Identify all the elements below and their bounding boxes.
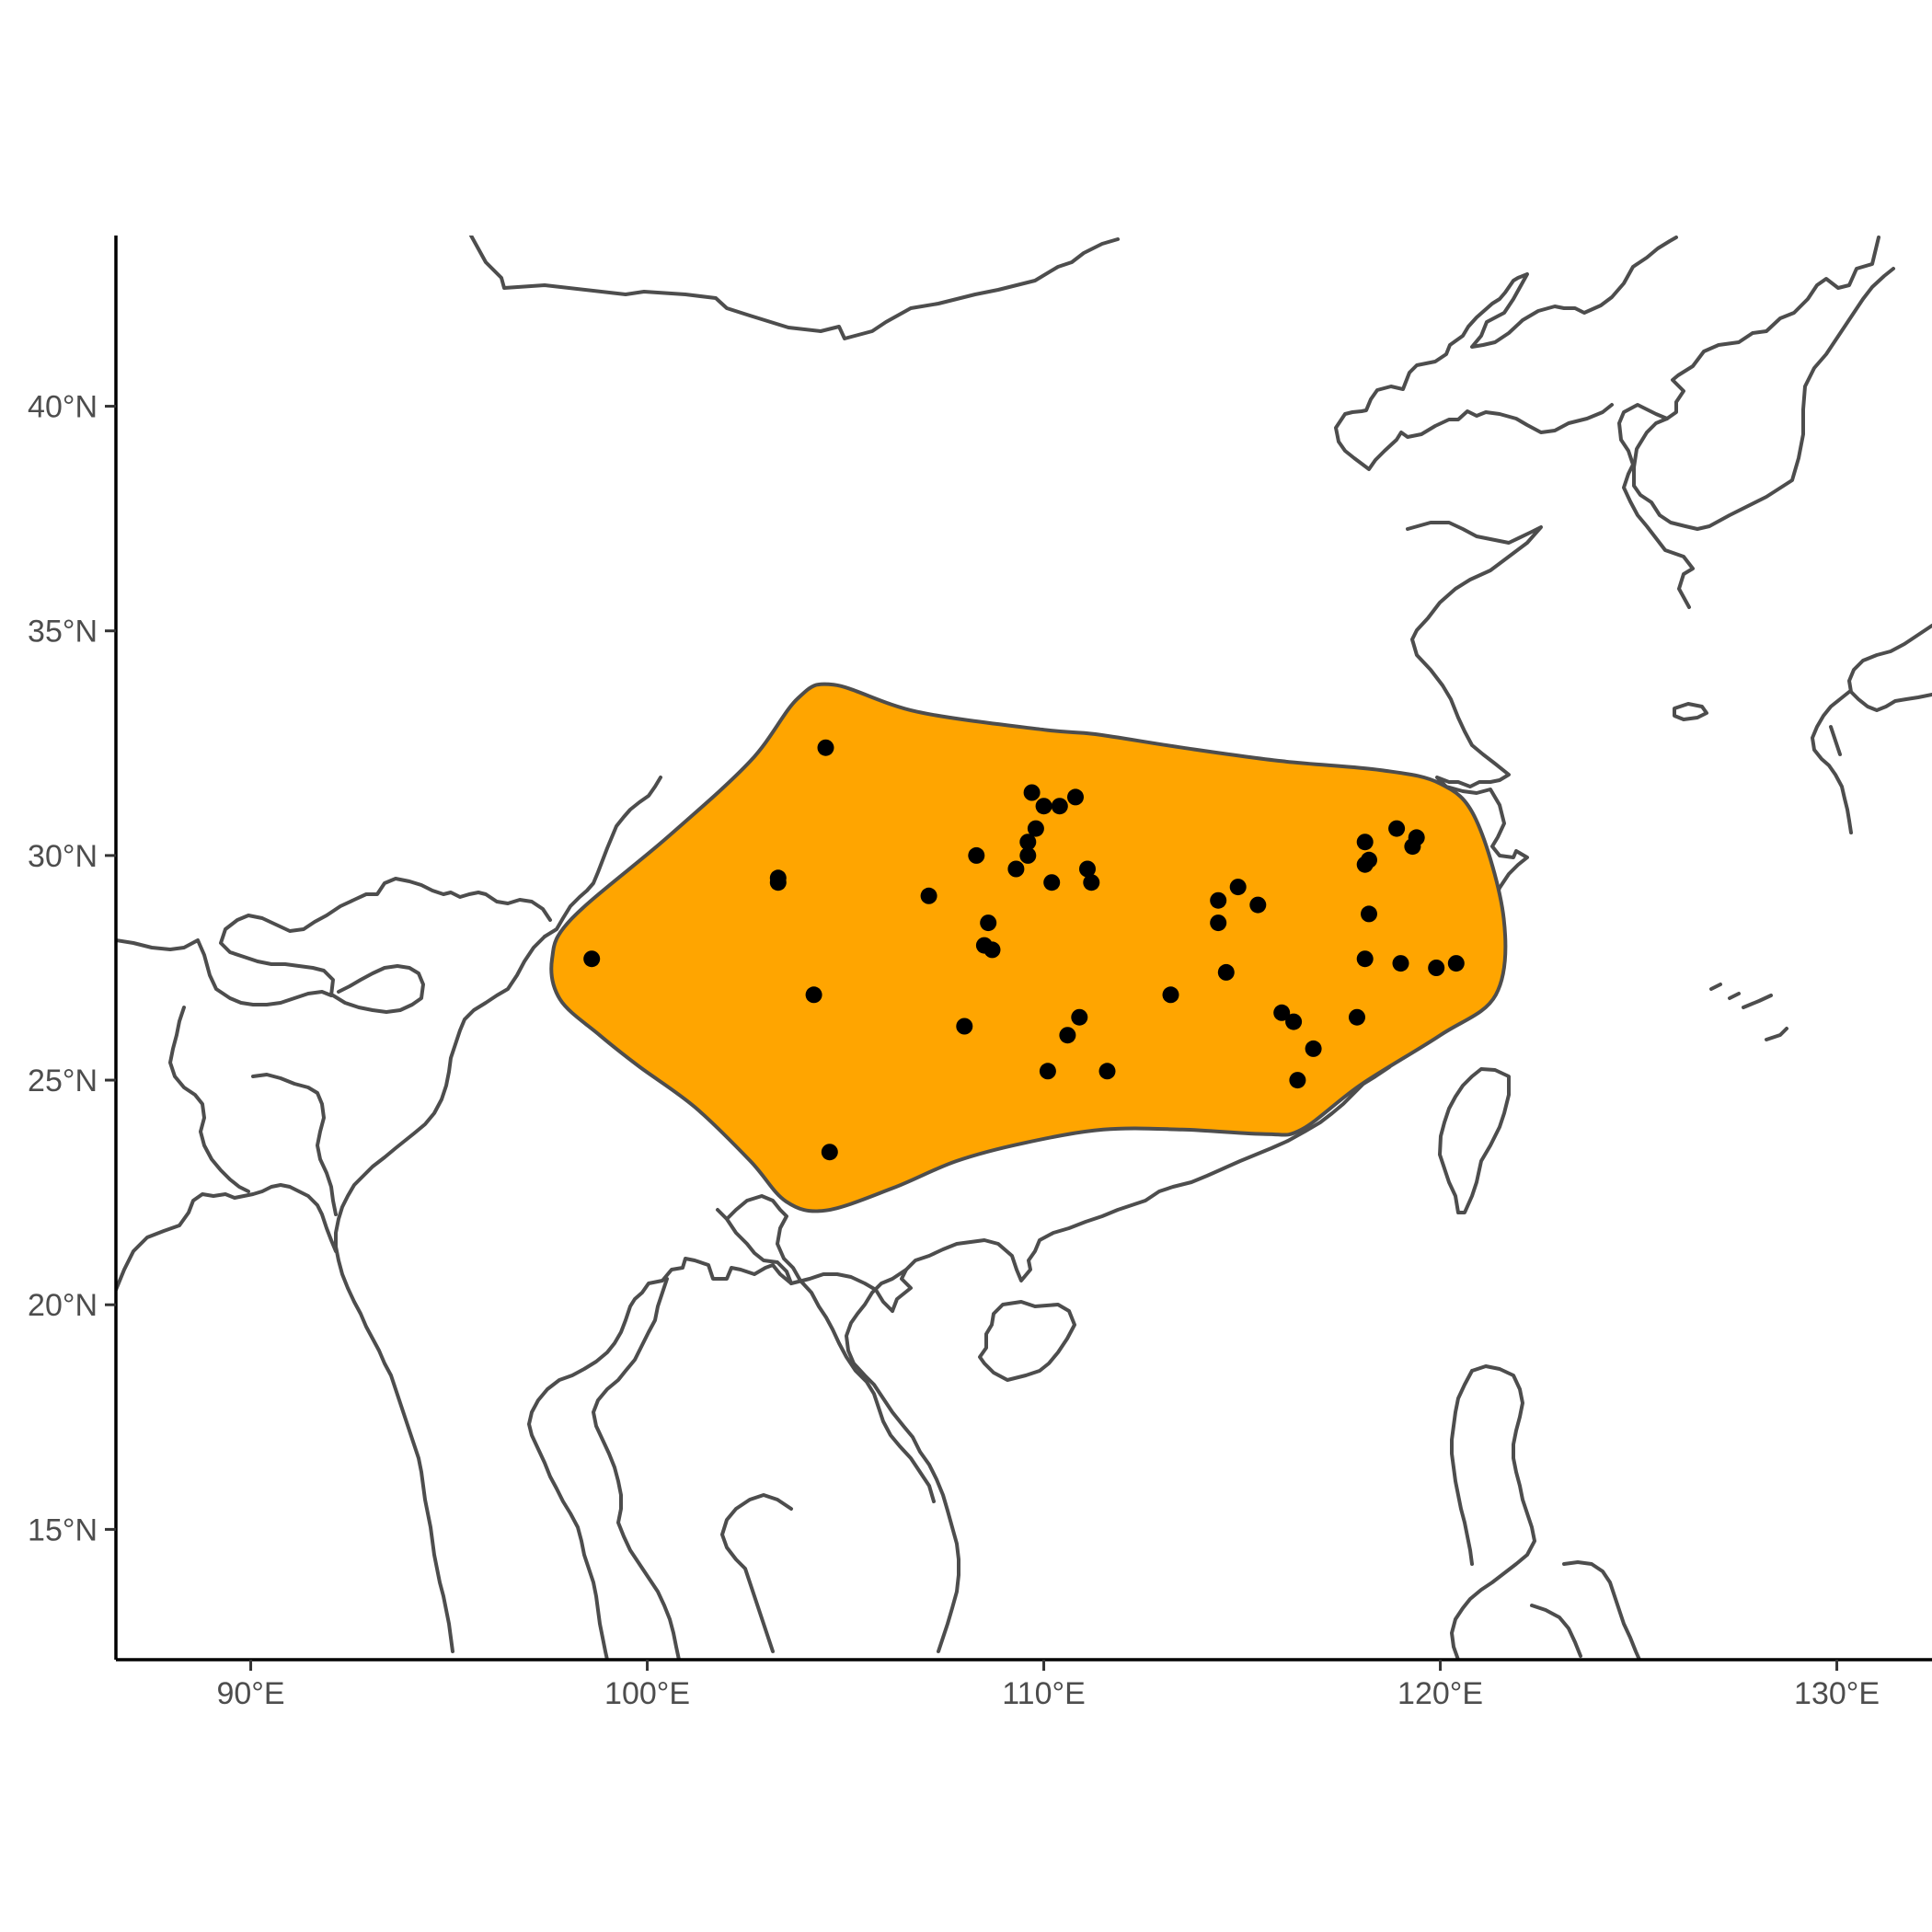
border-bhutan [333, 966, 423, 1012]
occurrence-point [1448, 955, 1465, 972]
y-axis-ticks: 15°N 20°N 25°N 30°N 35°N 40°N [28, 390, 116, 1548]
occurrence-point [956, 1018, 972, 1035]
occurrence-point [1249, 897, 1266, 914]
occurrence-point [921, 888, 937, 904]
occurrence-point [1099, 1063, 1116, 1079]
occurrence-point [984, 941, 1001, 958]
occurrence-point [1428, 960, 1444, 976]
island-taiwan [1440, 1069, 1509, 1213]
occurrence-point [1036, 798, 1052, 814]
occurrence-point [1289, 1072, 1305, 1088]
occurrence-point [1218, 964, 1235, 981]
occurrence-point [1028, 821, 1044, 837]
y-tick-label: 20°N [28, 1288, 98, 1323]
occurrence-point [1052, 798, 1068, 814]
occurrence-point [1349, 1009, 1365, 1026]
border-thailand [593, 1279, 791, 1660]
x-tick-label: 90°E [216, 1676, 284, 1711]
occurrence-point [1019, 847, 1036, 864]
occurrence-point [1361, 852, 1377, 868]
coast-china-east [1336, 237, 1676, 469]
occurrence-point [980, 914, 996, 931]
occurrence-point [1163, 986, 1179, 1003]
occurrence-point [1043, 874, 1060, 891]
island-luzon [1452, 1366, 1535, 1660]
y-tick-label: 40°N [28, 390, 98, 425]
occurrence-point [1357, 834, 1374, 850]
occurrence-point [1210, 914, 1226, 931]
occurrence-point [818, 740, 834, 756]
occurrence-point [1305, 1041, 1322, 1057]
occurrence-point [1007, 861, 1024, 878]
occurrence-point [1071, 1009, 1087, 1026]
coast-vietnam [846, 1270, 959, 1651]
occurrence-point [1409, 829, 1425, 845]
border-myanmar [336, 937, 545, 1651]
occurrence-point [1040, 1063, 1056, 1079]
island-visayas [1532, 1562, 1639, 1660]
x-tick-label: 120°E [1397, 1676, 1483, 1711]
x-tick-label: 100°E [604, 1676, 690, 1711]
island-jeju [1674, 704, 1707, 719]
island-hainan [980, 1302, 1075, 1380]
border-bangladesh [170, 1007, 336, 1214]
y-tick-label: 35°N [28, 615, 98, 650]
x-axis-ticks: 90°E 100°E 110°E 120°E 130°E [216, 1660, 1880, 1711]
island-kyushu-honshu [1812, 626, 1932, 833]
occurrence-point [1083, 874, 1099, 891]
occurrence-point [583, 950, 600, 967]
occurrence-point [770, 874, 787, 891]
coast-china-north [1619, 405, 1693, 607]
border-mongolia [471, 236, 1118, 339]
occurrence-point [1059, 1027, 1075, 1043]
occurrence-point [1357, 950, 1374, 967]
occurrence-point [1067, 788, 1084, 805]
occurrence-point [1210, 892, 1226, 909]
y-tick-label: 25°N [28, 1064, 98, 1098]
border-india-north [116, 879, 550, 1005]
occurrence-point [822, 1144, 838, 1160]
x-tick-label: 130°E [1794, 1676, 1880, 1711]
occurrence-point [1393, 955, 1409, 972]
coast-indochina [529, 1259, 892, 1660]
occurrence-point [1024, 785, 1041, 801]
occurrence-point [1388, 821, 1405, 837]
occurrence-point [968, 847, 984, 864]
occurrence-point [806, 986, 822, 1003]
border-laos [718, 1196, 934, 1501]
coast-korea [1634, 237, 1893, 529]
y-tick-label: 15°N [28, 1512, 98, 1547]
islands-ryukyu [1711, 984, 1787, 1040]
occurrence-point [1285, 1014, 1302, 1030]
species-range-polygon [551, 684, 1505, 1212]
x-tick-label: 110°E [1002, 1676, 1085, 1711]
coast-bay-of-bengal [116, 1185, 336, 1290]
range-layer [551, 684, 1505, 1212]
occurrence-point [1230, 879, 1247, 895]
occurrence-point [1361, 905, 1377, 922]
y-tick-label: 30°N [28, 839, 98, 874]
